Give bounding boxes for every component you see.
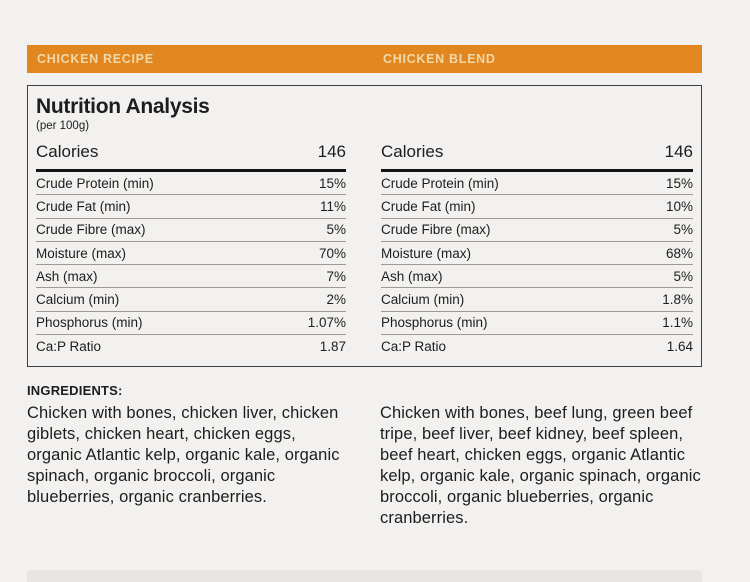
- nutrition-row: Calcium (min) 1.8%: [381, 288, 693, 312]
- nutrition-column: Calories 146 Crude Protein (min) 15% Crude F…: [36, 142, 346, 358]
- nutrition-columns: Calories 146 Crude Protein (min) 15% Crude F…: [36, 142, 693, 358]
- calories-row: Calories 146: [381, 142, 693, 172]
- nutrient-label: Calcium (min): [36, 292, 120, 308]
- nutrition-row: Moisture (max) 70%: [36, 242, 346, 266]
- nutrient-value: 1.07%: [307, 315, 346, 331]
- nutrition-row: Crude Fibre (max) 5%: [36, 219, 346, 242]
- ingredients-columns: Chicken with bones, chicken liver, chick…: [27, 403, 702, 529]
- ingredients-paragraph: Chicken with bones, chicken liver, chick…: [27, 404, 340, 506]
- nutrient-value: 68%: [665, 245, 693, 261]
- nutrient-value: 7%: [326, 268, 346, 284]
- nutrient-value: 1.64: [666, 339, 693, 355]
- ingredients-paragraph: Chicken with bones, beef lung, green bee…: [380, 404, 701, 527]
- nutrient-label: Crude Fibre (max): [381, 222, 491, 238]
- nutrient-value: 10%: [665, 198, 693, 214]
- nutrition-row: Ca:P Ratio 1.64: [381, 335, 693, 358]
- calories-label: Calories: [36, 142, 99, 161]
- calories-value: 146: [317, 142, 346, 161]
- nutrition-row: Calcium (min) 2%: [36, 288, 346, 312]
- nutrition-row: Crude Fat (min) 11%: [36, 195, 346, 219]
- nutrient-value: 1.87: [319, 339, 346, 355]
- nutrient-label: Calcium (min): [381, 292, 465, 308]
- nutrition-row: Crude Protein (min) 15%: [36, 172, 346, 196]
- nutrient-value: 1.1%: [662, 315, 693, 331]
- nutrition-row: Ca:P Ratio 1.87: [36, 335, 346, 358]
- calories-value: 146: [664, 142, 693, 161]
- nutrient-label: Ash (max): [381, 268, 443, 284]
- nutrient-label: Crude Protein (min): [381, 175, 499, 191]
- nutrient-value: 5%: [673, 268, 693, 284]
- nutrient-label: Crude Protein (min): [36, 175, 154, 191]
- product-header-bar: CHICKEN RECIPE CHICKEN BLEND: [27, 45, 702, 73]
- nutrient-label: Ca:P Ratio: [381, 339, 447, 355]
- nutrient-label: Crude Fat (min): [36, 198, 131, 214]
- nutrient-label: Moisture (max): [36, 245, 127, 261]
- nutrition-rows: Crude Protein (min) 15% Crude Fat (min) 10%…: [381, 172, 693, 358]
- nutrient-value: 15%: [665, 175, 693, 191]
- nutrition-column: Calories 146 Crude Protein (min) 15% Crude F…: [381, 142, 693, 358]
- nutrient-value: 1.8%: [662, 292, 693, 308]
- nutrition-row: Phosphorus (min) 1.07%: [36, 312, 346, 336]
- nutrient-label: Ca:P Ratio: [36, 339, 102, 355]
- nutrient-value: 11%: [319, 198, 346, 214]
- nutrient-label: Moisture (max): [381, 245, 472, 261]
- nutrient-value: 15%: [318, 175, 346, 191]
- nutrient-value: 70%: [318, 245, 346, 261]
- nutrient-label: Crude Fibre (max): [36, 222, 146, 238]
- nutrient-label: Ash (max): [36, 268, 98, 284]
- nutrition-row: Ash (max) 7%: [36, 265, 346, 289]
- next-section-bar-partial: [27, 570, 702, 582]
- nutrition-row: Crude Fibre (max) 5%: [381, 219, 693, 242]
- nutrient-label: Phosphorus (min): [381, 315, 488, 331]
- ingredients-heading: INGREDIENTS:: [27, 383, 123, 398]
- nutrition-subtitle: (per 100g): [36, 120, 90, 132]
- nutrient-value: 5%: [326, 222, 346, 238]
- nutrition-row: Phosphorus (min) 1.1%: [381, 312, 693, 336]
- product-label-chicken-recipe: CHICKEN RECIPE: [37, 52, 154, 66]
- nutrition-row: Crude Protein (min) 15%: [381, 172, 693, 196]
- nutrition-analysis-panel: Nutrition Analysis (per 100g) Calories 14…: [27, 85, 702, 367]
- nutrition-row: Crude Fat (min) 10%: [381, 195, 693, 219]
- nutrient-value: 5%: [673, 222, 693, 238]
- nutrient-label: Phosphorus (min): [36, 315, 143, 331]
- nutrition-title: Nutrition Analysis: [36, 95, 210, 118]
- nutrient-value: 2%: [326, 292, 346, 308]
- product-label-chicken-blend: CHICKEN BLEND: [383, 52, 496, 66]
- calories-row: Calories 146: [36, 142, 346, 172]
- calories-label: Calories: [381, 142, 444, 161]
- ingredients-section: INGREDIENTS: Chicken with bones, chicken…: [27, 383, 702, 529]
- nutrition-row: Moisture (max) 68%: [381, 242, 693, 266]
- nutrient-label: Crude Fat (min): [381, 198, 476, 214]
- nutrition-rows: Crude Protein (min) 15% Crude Fat (min) 11%…: [36, 172, 346, 358]
- nutrition-row: Ash (max) 5%: [381, 265, 693, 289]
